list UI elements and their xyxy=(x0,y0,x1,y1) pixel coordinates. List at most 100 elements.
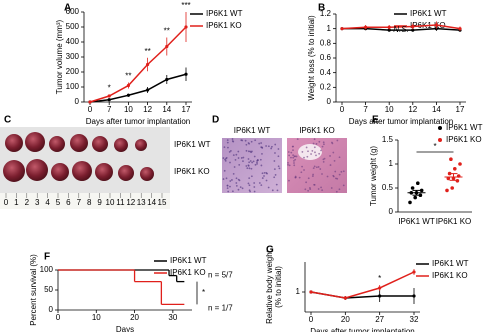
ruler-label: 1 xyxy=(14,198,19,207)
annotation: * xyxy=(378,274,381,283)
y-tick-label: 500 xyxy=(66,22,80,31)
point xyxy=(165,77,169,82)
tumor xyxy=(70,134,88,152)
nucleus xyxy=(274,143,277,146)
nucleus xyxy=(333,159,336,162)
y-tick-label: 1 xyxy=(296,287,301,296)
nucleus xyxy=(271,189,274,192)
nucleus xyxy=(336,177,339,180)
nucleus xyxy=(291,145,294,148)
legend-label: IP6K1 KO xyxy=(206,21,242,30)
nucleus xyxy=(232,154,235,157)
x-tick-label: 12 xyxy=(143,105,152,114)
panel-letter: G xyxy=(266,245,274,256)
legend-label: IP6K1 WT xyxy=(432,259,469,268)
legend-label: IP6K1 KO xyxy=(432,271,468,280)
nucleus xyxy=(303,169,305,171)
nucleus xyxy=(278,167,281,170)
nucleus xyxy=(223,146,226,149)
ruler-label: 8 xyxy=(87,198,92,207)
nucleus xyxy=(306,155,309,158)
nucleus xyxy=(288,164,291,167)
annotation: n = 1/7 xyxy=(208,304,233,313)
nucleus xyxy=(287,151,290,153)
tumor xyxy=(25,132,45,152)
x-tick-label: 0 xyxy=(340,105,345,114)
ruler-label: 9 xyxy=(97,198,102,207)
nucleus xyxy=(228,151,231,153)
tumor xyxy=(140,167,154,181)
x-tick-label: IP6K1 WT xyxy=(398,217,435,226)
nucleus xyxy=(226,184,229,187)
nucleus xyxy=(247,158,250,160)
nucleus xyxy=(224,158,226,161)
nucleus xyxy=(261,147,264,149)
y-tick-label: 0.8 xyxy=(320,38,332,47)
y-tick-label: 100 xyxy=(40,265,54,274)
panel-letter: E xyxy=(372,115,379,126)
x-tick-label: 12 xyxy=(408,105,417,114)
point xyxy=(107,94,111,98)
legend-label: IP6K1 KO xyxy=(170,268,206,277)
nucleus xyxy=(238,163,241,166)
nucleus xyxy=(234,158,237,161)
nucleus xyxy=(329,164,332,166)
nucleus xyxy=(317,188,320,190)
y-tick-label: 0.4 xyxy=(320,68,332,77)
nucleus xyxy=(292,154,295,157)
nucleus xyxy=(248,161,251,164)
nucleus xyxy=(311,175,314,178)
nucleus xyxy=(246,167,249,170)
nucleus xyxy=(326,175,329,178)
nucleus xyxy=(312,173,314,176)
nucleus xyxy=(274,152,276,154)
nucleus xyxy=(237,157,240,159)
nucleus xyxy=(240,157,243,159)
nucleus xyxy=(273,176,276,179)
nucleus xyxy=(277,155,280,158)
nucleus xyxy=(338,173,341,176)
point xyxy=(126,83,130,88)
histology-label: IP6K1 KO xyxy=(299,126,335,135)
nucleus xyxy=(237,150,240,153)
legend-label: IP6K1 WT xyxy=(206,9,243,18)
x-tick-label: 30 xyxy=(168,313,177,322)
x-tick-label: 0 xyxy=(56,313,61,322)
point xyxy=(450,186,455,190)
nucleus xyxy=(274,174,277,176)
nucleus xyxy=(231,140,234,142)
nucleus xyxy=(277,165,280,168)
nucleus xyxy=(276,189,279,192)
x-axis-label: Days after tumor implantation xyxy=(349,117,454,126)
nucleus xyxy=(226,139,229,142)
nucleus xyxy=(223,169,226,172)
nucleus xyxy=(332,151,335,154)
nucleus xyxy=(329,155,331,157)
point xyxy=(378,286,382,290)
nucleus xyxy=(319,168,322,170)
y-tick-label: 0 xyxy=(49,305,54,314)
nucleus xyxy=(275,183,278,186)
nucleus xyxy=(245,143,248,146)
nucleus xyxy=(242,156,245,159)
nucleus xyxy=(277,148,280,150)
nucleus xyxy=(229,161,231,164)
nucleus xyxy=(229,185,231,188)
nucleus xyxy=(315,154,317,157)
annotation: * xyxy=(433,142,436,151)
nucleus xyxy=(322,141,325,144)
nucleus xyxy=(247,164,250,167)
x-tick-label: 14 xyxy=(432,105,441,114)
point xyxy=(146,88,150,92)
point xyxy=(410,186,415,190)
point xyxy=(184,25,188,29)
point xyxy=(165,44,169,49)
nucleus xyxy=(245,165,248,167)
y-axis-label: Percent survival (%) xyxy=(29,254,38,326)
nucleus xyxy=(226,141,229,144)
series-line xyxy=(89,26,187,103)
tumor xyxy=(72,161,92,181)
nucleus xyxy=(254,163,257,166)
panel-letter: C xyxy=(4,115,11,126)
